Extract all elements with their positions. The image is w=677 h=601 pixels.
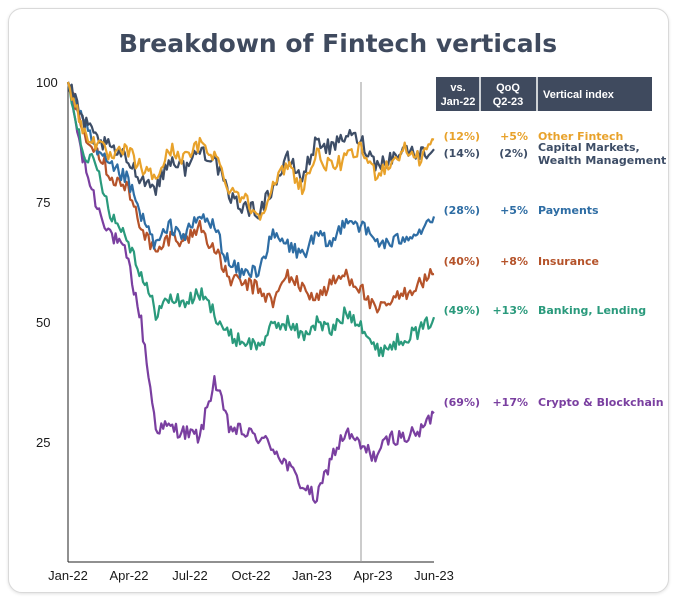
table-row: (14%) (2%) Capital Markets,Wealth Manageme…	[444, 141, 667, 167]
table-row: (40%) +8% Insurance	[444, 255, 599, 268]
chart-title: Breakdown of Fintech verticals	[119, 29, 557, 58]
row-qoq: +17%	[492, 396, 528, 409]
table-row: (69%) +17% Crypto & Blockchain	[444, 396, 664, 409]
axes	[67, 82, 434, 563]
x-tick-label: Jun-23	[414, 568, 454, 583]
series-line	[66, 81, 435, 220]
x-tick-label: Jan-23	[292, 568, 332, 583]
row-vs-jan22: (12%)	[444, 130, 480, 143]
row-vs-jan22: (69%)	[444, 396, 480, 409]
row-vs-jan22: (28%)	[444, 204, 480, 217]
row-vertical-name: Capital Markets,	[538, 141, 640, 154]
header-qoq: QoQ	[496, 82, 520, 94]
row-qoq: +13%	[492, 304, 528, 317]
row-vs-jan22: (49%)	[444, 304, 480, 317]
row-vertical-name: Insurance	[538, 255, 599, 268]
y-tick-label: 75	[36, 195, 50, 210]
table-header-background	[436, 77, 652, 111]
header-vs-jan22: vs.	[450, 82, 465, 94]
table-header: vs. Jan-22 QoQ Q2-23 Vertical index	[436, 77, 652, 111]
row-vertical-name: Banking, Lending	[538, 304, 646, 317]
table-row: (12%) +5% Other Fintech	[444, 130, 624, 143]
row-vertical-name: Crypto & Blockchain	[538, 396, 664, 409]
x-tick-label: Apr-22	[109, 568, 148, 583]
row-vs-jan22: (40%)	[444, 255, 480, 268]
row-qoq: +8%	[500, 255, 528, 268]
row-qoq: +5%	[500, 204, 528, 217]
series-line	[66, 81, 435, 221]
row-vs-jan22: (14%)	[444, 147, 480, 160]
series-line	[66, 81, 436, 358]
row-vertical-name: Wealth Management	[538, 154, 666, 167]
table-row: (49%) +13% Banking, Lending	[444, 304, 646, 317]
y-tick-label: 50	[36, 315, 50, 330]
y-tick-label: 25	[36, 435, 50, 450]
series-line	[66, 81, 436, 279]
x-tick-label: Jan-22	[48, 568, 88, 583]
x-tick-label: Oct-22	[231, 568, 270, 583]
y-tick-labels: 100 75 50 25	[36, 75, 58, 450]
row-vertical-name: Payments	[538, 204, 599, 217]
series-line	[66, 81, 435, 504]
x-tick-label: Apr-23	[353, 568, 392, 583]
row-vertical-name: Other Fintech	[538, 130, 623, 143]
series-lines	[66, 81, 436, 504]
x-tick-label: Jul-22	[172, 568, 207, 583]
table-row: (28%) +5% Payments	[444, 204, 599, 217]
row-qoq: (2%)	[499, 147, 528, 160]
x-tick-labels: Jan-22 Apr-22 Jul-22 Oct-22 Jan-23 Apr-23 Jun-…	[48, 568, 454, 583]
header-vertical-index: Vertical index	[543, 89, 615, 101]
table-rows: (12%) +5% Other Fintech (14%) (2%) Capital Ma…	[444, 130, 667, 409]
header-vs-jan22: Jan-22	[441, 96, 476, 108]
y-tick-label: 100	[36, 75, 58, 90]
header-qoq: Q2-23	[493, 96, 524, 108]
row-qoq: +5%	[500, 130, 528, 143]
